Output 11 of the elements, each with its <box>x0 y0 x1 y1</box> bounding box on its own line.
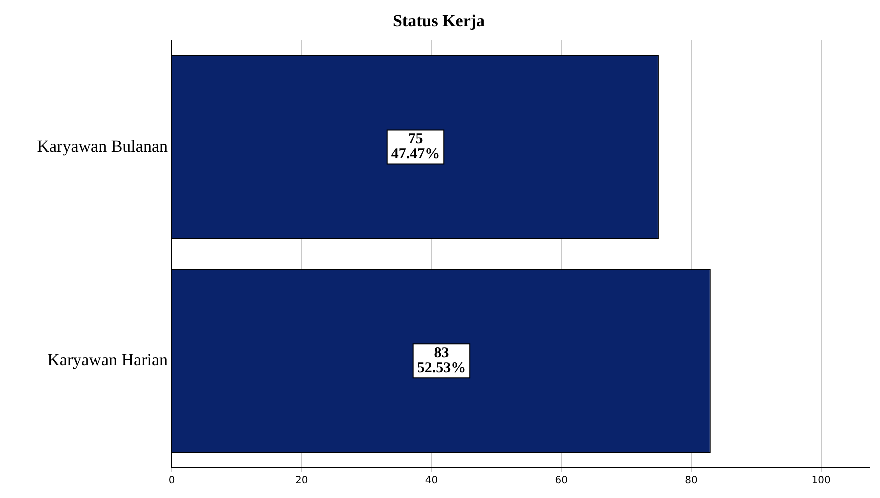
x-tick-label: 100 <box>812 476 831 487</box>
x-tick-label: 40 <box>425 476 438 487</box>
y-tick-label: Karyawan Harian <box>48 350 168 370</box>
data-label: 75 47.47% <box>391 132 440 163</box>
x-tick-label: 20 <box>295 476 308 487</box>
chart-title: Status Kerja <box>392 12 486 31</box>
data-label: 83 52.53% <box>417 345 466 376</box>
y-tick-label: Karyawan Bulanan <box>37 136 168 156</box>
x-tick-label: 0 <box>168 476 176 487</box>
x-tick-label: 60 <box>555 476 568 487</box>
x-tick-label: 80 <box>685 476 698 487</box>
